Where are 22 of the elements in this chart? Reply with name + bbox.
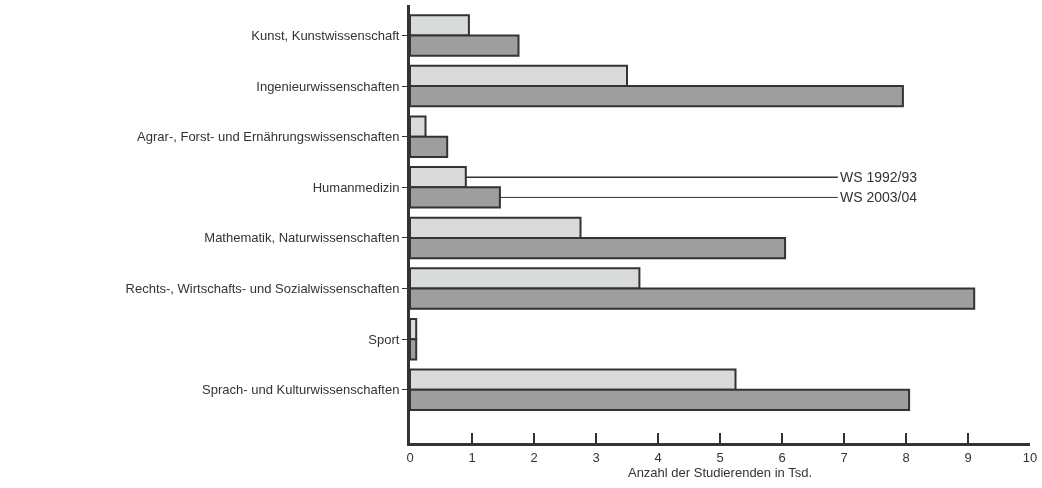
y-tick-label: Rechts-, Wirtschafts- und Sozialwissenschaften bbox=[125, 281, 400, 297]
x-tick-label: 7 bbox=[840, 449, 848, 465]
y-tick-label: Humanmedizin bbox=[312, 179, 400, 195]
x-tick-label: 4 bbox=[654, 449, 662, 465]
text: WS 2003/04 bbox=[840, 189, 918, 205]
x-tick-label: 10 bbox=[1022, 449, 1038, 465]
y-tick-label: Sport bbox=[368, 331, 400, 347]
y-tick-label: Kunst, Kunstwissenschaft bbox=[251, 27, 400, 43]
x-tick-label: 8 bbox=[902, 449, 910, 465]
x-tick-label: 3 bbox=[592, 449, 600, 465]
x-tick-label: 1 bbox=[468, 449, 476, 465]
x-tick-label: 0 bbox=[406, 449, 414, 465]
x-tick-label: 5 bbox=[716, 449, 724, 465]
text: WS 1992/93 bbox=[840, 169, 918, 185]
x-tick-label: 6 bbox=[778, 449, 786, 465]
y-tick-label: Agrar-, Forst- und Ernährungswissenschaften bbox=[137, 129, 400, 145]
x-axis-title: Anzahl der Studierenden in Tsd. bbox=[627, 464, 813, 480]
y-tick-label: Sprach- und Kulturwissenschaften bbox=[202, 382, 400, 398]
y-tick-label: Ingenieurwissenschaften bbox=[256, 78, 400, 94]
x-tick-label: 2 bbox=[530, 449, 538, 465]
y-tick-label: Mathematik, Naturwissenschaften bbox=[204, 230, 400, 246]
x-tick-label: 9 bbox=[964, 449, 972, 465]
